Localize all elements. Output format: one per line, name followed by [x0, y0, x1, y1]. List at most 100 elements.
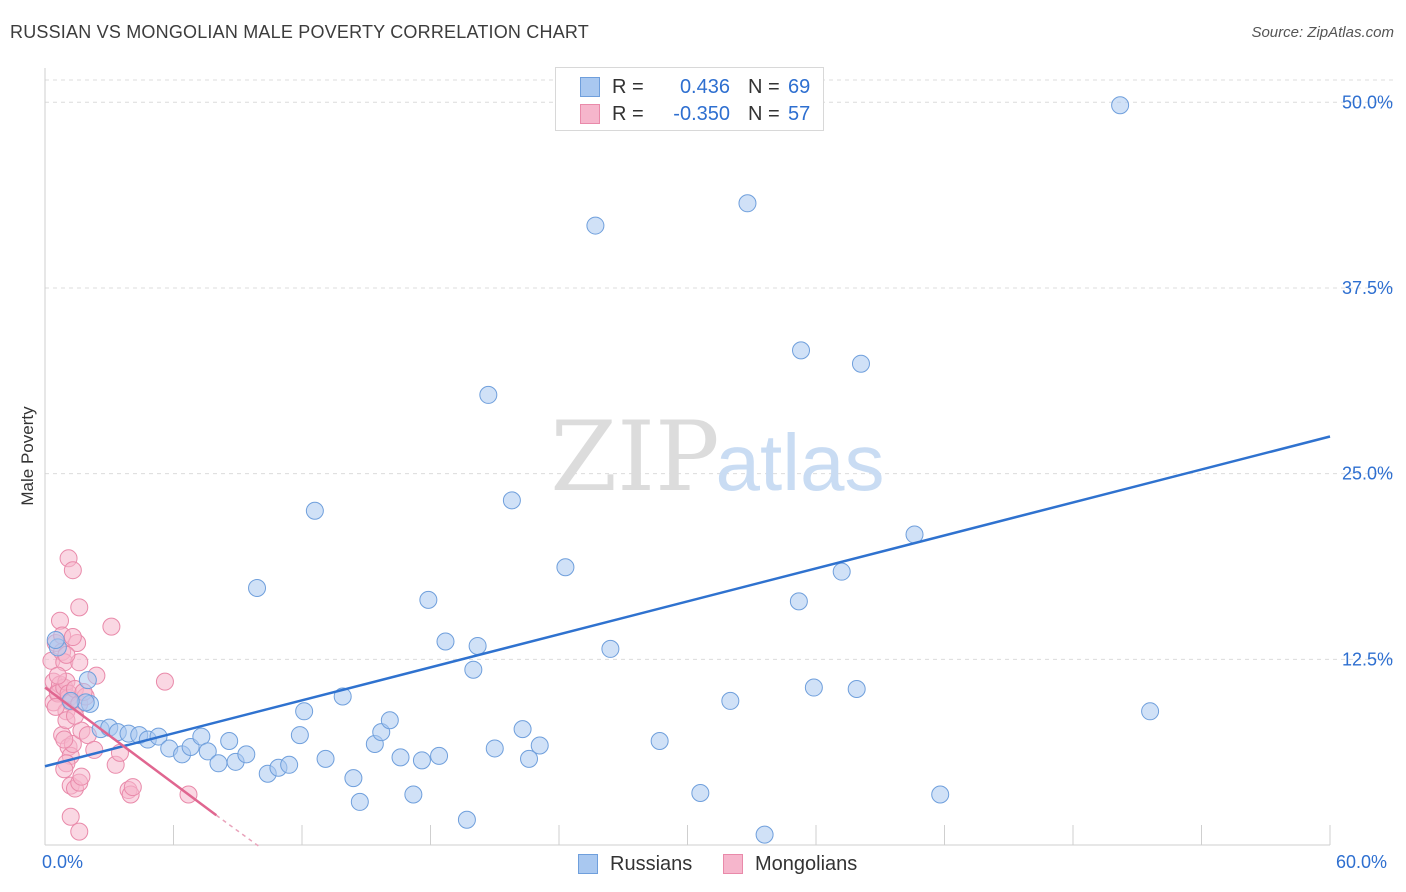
legend-n-value: 57: [788, 102, 811, 125]
correlation-legend: R = 0.436 N = 69 R = -0.350 N = 57: [555, 67, 824, 131]
series-swatch-mongolians: [723, 854, 743, 874]
russian-point: [792, 341, 811, 360]
mongolian-point: [48, 666, 67, 685]
legend-swatch-mongolians: [580, 104, 600, 124]
grid-lines: [45, 79, 1395, 660]
mongolian-point: [61, 807, 80, 826]
legend-row-russians: R = 0.436 N = 69: [580, 73, 810, 101]
russian-point: [280, 755, 299, 774]
russian-point: [412, 751, 431, 770]
russian-point: [586, 216, 605, 235]
russian-point: [419, 590, 438, 609]
russian-point: [468, 636, 487, 655]
legend-n-label: N =: [748, 75, 780, 98]
russian-point: [530, 736, 549, 755]
y-tick-label: 25.0%: [1342, 464, 1393, 484]
russian-point: [380, 711, 399, 730]
russian-point: [601, 639, 620, 658]
russian-point: [192, 727, 211, 746]
legend-r-value: -0.350: [673, 102, 730, 125]
russian-point: [76, 693, 95, 712]
y-axis-label: Male Poverty: [18, 406, 37, 506]
russian-point: [209, 754, 228, 773]
russian-point: [738, 194, 757, 213]
y-tick-label: 12.5%: [1342, 649, 1393, 669]
russian-point: [1111, 96, 1130, 115]
russian-point: [295, 702, 314, 721]
russian-point: [457, 810, 476, 829]
legend-n-value: 69: [788, 75, 811, 98]
axes: [44, 68, 1331, 846]
mongolian-point: [70, 598, 89, 617]
mongolian-point: [63, 561, 82, 580]
x-tick-label-min: 0.0%: [42, 852, 84, 872]
russian-point: [847, 680, 866, 699]
series-label-mongolians: Mongolians: [755, 852, 858, 875]
russian-point: [556, 558, 575, 577]
legend-swatch-russians: [580, 77, 600, 97]
russian-point: [220, 732, 239, 751]
russian-point: [832, 562, 851, 581]
mongolian-point: [102, 617, 121, 636]
russian-point: [513, 720, 532, 739]
russian-point: [46, 631, 65, 650]
y-tick-label: 37.5%: [1342, 278, 1393, 298]
mongolian-point: [155, 672, 174, 691]
russian-point: [502, 491, 521, 510]
russian-point: [1141, 702, 1160, 721]
russian-point: [650, 732, 669, 751]
trend-lines: [44, 435, 1331, 848]
russian-point: [290, 726, 309, 745]
x-tick-label-max: 60.0%: [1336, 852, 1388, 872]
mongolian-point: [50, 611, 69, 630]
chart-title: RUSSIAN VS MONGOLIAN MALE POVERTY CORREL…: [10, 22, 589, 42]
mongolians-trend-extension: [215, 814, 260, 848]
russian-point: [755, 825, 774, 844]
legend-r-label: R =: [612, 102, 644, 125]
russian-point: [430, 746, 449, 765]
russians-points: [46, 96, 1160, 844]
russian-point: [404, 785, 423, 804]
mongolians-trend-line: [44, 686, 218, 817]
russian-point: [464, 660, 483, 679]
russian-point: [804, 678, 823, 697]
russian-point: [305, 501, 324, 520]
russian-point: [691, 784, 710, 803]
russian-point: [237, 745, 256, 764]
legend-row-mongolians: R = -0.350 N = 57: [580, 100, 810, 128]
russian-point: [485, 739, 504, 758]
russian-point: [198, 742, 217, 761]
russian-point: [78, 671, 97, 690]
mongolian-point: [55, 730, 74, 749]
y-tick-label: 50.0%: [1342, 92, 1393, 112]
russian-point: [391, 748, 410, 767]
y-tick-labels: 12.5% 25.0% 37.5% 50.0%: [1342, 92, 1393, 669]
mongolian-point: [70, 822, 89, 841]
russian-point: [248, 579, 267, 598]
russian-point: [789, 592, 808, 611]
russian-point: [350, 792, 369, 811]
source-label: Source: ZipAtlas.com: [1251, 24, 1394, 41]
russian-point: [721, 691, 740, 710]
russian-point: [436, 632, 455, 651]
russian-point: [851, 354, 870, 373]
series-legend-mongolians: Mongolians: [723, 850, 857, 878]
mongolian-point: [72, 767, 91, 786]
series-swatch-russians: [578, 854, 598, 874]
russian-point: [344, 769, 363, 788]
mongolian-point: [123, 778, 142, 797]
mongolian-point: [63, 628, 82, 647]
russian-point: [479, 385, 498, 404]
russian-point: [520, 749, 539, 768]
legend-r-value: 0.436: [679, 75, 730, 98]
series-label-russians: Russians: [610, 852, 693, 875]
russians-trend-line: [44, 435, 1331, 768]
legend-n-label: N =: [748, 102, 780, 125]
watermark-atlas: atlas: [716, 418, 885, 507]
russian-point: [931, 785, 950, 804]
legend-r-label: R =: [612, 75, 644, 98]
series-legend-russians: Russians: [578, 850, 692, 878]
russian-point: [316, 749, 335, 768]
watermark-zip: ZIP: [550, 401, 719, 513]
